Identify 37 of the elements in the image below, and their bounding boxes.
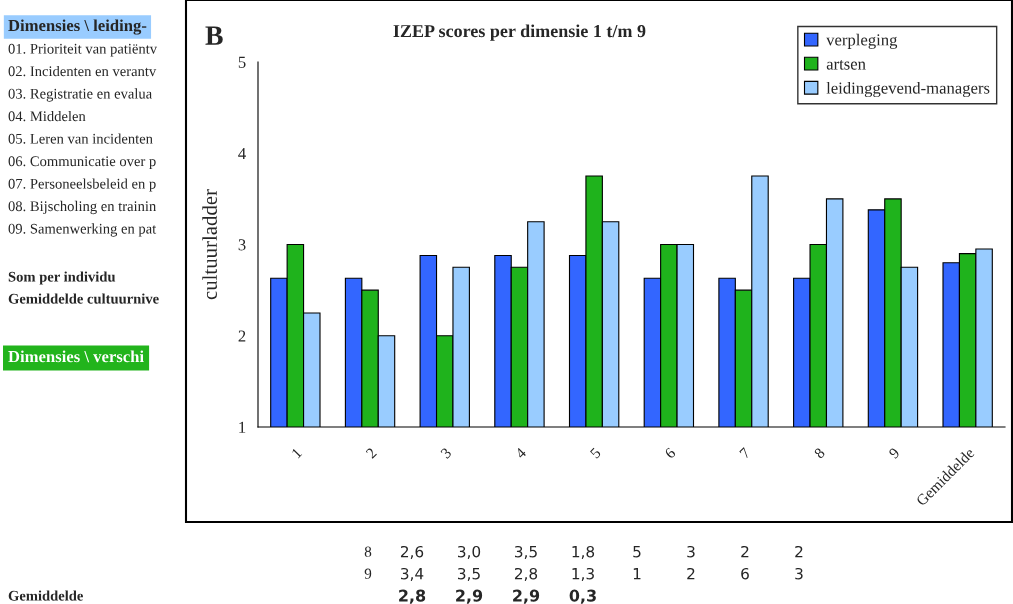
text: 9 3,4 3,5 2,8 1,3 1 2 6 3 [364, 567, 803, 581]
text: 09. Samenwerking en pat [8, 223, 157, 237]
text: 8 2,6 3,0 3,5 1,8 5 3 2 2 [364, 545, 803, 559]
text: 05. Leren van incidenten [8, 133, 153, 144]
text: 03. Registratie en evalua [8, 88, 152, 102]
x-tick-label: 3 [440, 447, 452, 459]
text: 02. Incidenten en verantv [8, 65, 157, 77]
text: Gemiddelde cultuurnive [8, 293, 159, 304]
y-tick-label: 3 [238, 239, 246, 251]
text: 01. Prioriteit van patiëntv [8, 43, 158, 57]
text: 04. Middelen [8, 110, 86, 122]
x-tick-label: 1 [291, 447, 303, 459]
y-axis-title: cultuurladder [202, 189, 217, 300]
x-tick-label: 4 [514, 447, 527, 460]
x-tick-label: 7 [739, 447, 751, 459]
text: 07. Personeelsbeleid en p [8, 178, 156, 192]
legend-label: artsen [826, 60, 866, 70]
legend-label: verpleging [826, 33, 898, 49]
text: Som per individu [8, 271, 116, 285]
text: 08. Bijscholing en trainin [8, 200, 157, 215]
y-tick-label: 1 [239, 421, 246, 433]
y-tick-label: 4 [238, 148, 246, 160]
x-tick-label: 5 [589, 447, 602, 459]
chart-title: IZEP scores per dimensie 1 t/m 9 [393, 24, 646, 41]
x-tick-label: 2 [365, 447, 377, 459]
y-tick-label: 2 [238, 330, 246, 342]
text: 06. Communicatie over p [8, 156, 156, 170]
text: 2,8 2,9 2,9 0,3 [399, 589, 596, 604]
text: Dimensies \ leiding- [8, 19, 147, 35]
text: Gemiddelde [8, 590, 83, 601]
x-tick-label: 9 [888, 447, 901, 460]
x-tick-label: 8 [813, 447, 826, 460]
legend-label: leidinggevend-managers [826, 81, 990, 98]
x-tick-label: 6 [664, 447, 677, 459]
text: Dimensies \ verschi [8, 350, 144, 363]
text: B [205, 26, 223, 45]
y-tick-label: 5 [238, 56, 246, 68]
